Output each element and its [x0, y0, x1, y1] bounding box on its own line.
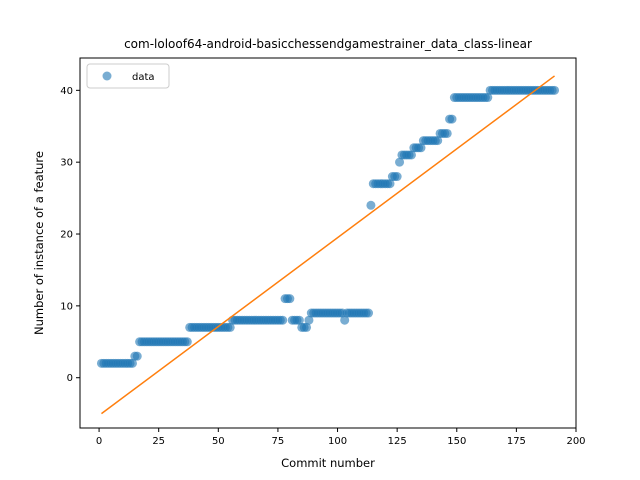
data-point	[278, 315, 288, 325]
y-axis-label: Number of instance of a feature	[32, 151, 46, 335]
legend-box	[86, 63, 170, 89]
x-tick-label: 125	[388, 436, 407, 447]
data-point	[483, 93, 493, 103]
y-tick-label: 20	[60, 230, 73, 241]
axes-frame	[79, 57, 577, 429]
y-axis: 0 10 20 30 40	[60, 86, 80, 384]
plot-area	[96, 75, 560, 415]
data-point	[433, 136, 443, 146]
legend-label-data: data	[132, 72, 155, 83]
x-tick-label: 175	[507, 436, 526, 447]
x-axis: 0 25 50 75 100 125 150 175 200	[96, 428, 586, 447]
data-point	[132, 351, 142, 361]
data-point	[392, 172, 402, 182]
chart-title: com-loloof64-android-basicchessendgamest…	[124, 37, 532, 51]
data-point	[304, 315, 314, 325]
legend-marker-data	[102, 71, 112, 81]
y-tick-label: 30	[60, 158, 73, 169]
legend: data	[86, 63, 170, 89]
x-axis-label: Commit number	[281, 456, 375, 470]
data-point	[182, 337, 192, 347]
data-point	[442, 128, 452, 138]
x-tick-label: 150	[447, 436, 466, 447]
x-tick-label: 100	[328, 436, 347, 447]
data-point	[385, 179, 395, 189]
data-point	[294, 315, 304, 325]
fit-line	[101, 75, 555, 415]
data-point	[416, 143, 426, 153]
y-tick-label: 0	[67, 373, 73, 384]
data-point	[364, 308, 374, 318]
data-point	[406, 150, 416, 160]
data-point	[127, 358, 137, 368]
y-tick-label: 40	[60, 86, 73, 97]
data-point	[302, 322, 312, 332]
x-tick-label: 50	[212, 436, 225, 447]
data-point	[447, 114, 457, 124]
x-tick-label: 25	[152, 436, 165, 447]
x-tick-label: 200	[566, 436, 585, 447]
x-tick-label: 75	[272, 436, 285, 447]
data-point	[340, 315, 350, 325]
data-point	[550, 85, 560, 95]
data-point	[225, 322, 235, 332]
data-point	[366, 200, 376, 210]
data-point	[395, 157, 405, 167]
data-point	[285, 294, 295, 304]
x-tick-label: 0	[96, 436, 102, 447]
y-tick-label: 10	[60, 301, 73, 312]
